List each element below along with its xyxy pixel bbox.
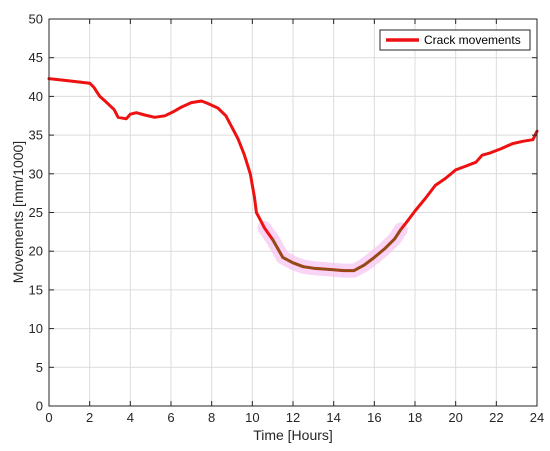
x-tick-label: 4 (127, 410, 134, 425)
x-tick-label: 22 (489, 410, 503, 425)
x-tick-label: 2 (86, 410, 93, 425)
series-line-trough-overlay (271, 228, 402, 272)
legend: Crack movements (379, 29, 531, 51)
x-tick-label: 10 (245, 410, 259, 425)
y-axis-label: Movements [mm/1000] (10, 141, 26, 283)
y-tick-label: 50 (29, 12, 43, 27)
x-tick-label: 20 (448, 410, 462, 425)
legend-label: Crack movements (424, 33, 521, 47)
series-lines (47, 77, 539, 273)
series-line-crack-movements (47, 77, 539, 273)
y-tick-label: 30 (29, 166, 43, 181)
x-tick-label: 8 (208, 410, 215, 425)
y-tick-label: 20 (29, 244, 43, 259)
x-tick-label: 12 (286, 410, 300, 425)
x-tick-label: 14 (326, 410, 340, 425)
x-tick-label: 6 (167, 410, 174, 425)
y-tick-label: 40 (29, 89, 43, 104)
y-tick-label: 5 (36, 360, 43, 375)
x-axis-label: Time [Hours] (253, 427, 333, 443)
grid-lines (49, 19, 537, 406)
legend-box (379, 29, 531, 51)
y-tick-label: 10 (29, 321, 43, 336)
y-tick-label: 15 (29, 282, 43, 297)
y-tick-label: 0 (36, 399, 43, 414)
axis-ticks: 0 2 4 6 8 10 12 14 16 18 20 22 240510152025303540455… (29, 12, 545, 426)
y-tick-label: 45 (29, 50, 43, 65)
x-tick-label: 16 (367, 410, 381, 425)
y-tick-label: 35 (29, 128, 43, 143)
y-tick-label: 25 (29, 205, 43, 220)
x-tick-label: 18 (408, 410, 422, 425)
x-tick-label: 0 (45, 410, 52, 425)
x-tick-label: 24 (530, 410, 544, 425)
